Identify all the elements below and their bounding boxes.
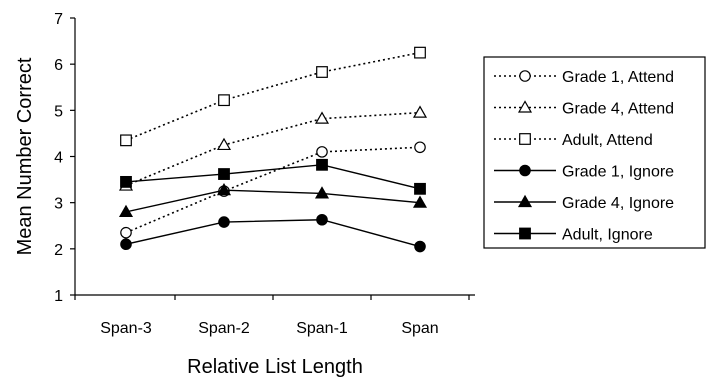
series-line bbox=[125, 189, 421, 213]
series-line bbox=[125, 146, 421, 234]
series-line bbox=[125, 51, 421, 142]
data-point bbox=[314, 186, 330, 199]
data-point bbox=[118, 204, 134, 217]
legend-box bbox=[483, 56, 706, 249]
x-tick-label: Span bbox=[401, 320, 438, 337]
series-line bbox=[125, 111, 421, 187]
data-point bbox=[218, 94, 230, 107]
y-tick-label: 4 bbox=[54, 150, 63, 167]
x-tick-label: Span-2 bbox=[198, 320, 250, 337]
legend-marker bbox=[519, 164, 531, 177]
data-point bbox=[414, 46, 426, 59]
legend: Grade 1, Attend Grade 4, Attend Adult, Att… bbox=[483, 56, 706, 249]
legend-label: Adult, Attend bbox=[562, 132, 653, 149]
x-axis-title: Relative List Length bbox=[187, 356, 363, 378]
data-point bbox=[414, 240, 426, 253]
legend-marker bbox=[517, 194, 533, 208]
series-grade-1-attend bbox=[120, 141, 426, 239]
data-point bbox=[412, 195, 428, 208]
data-point bbox=[120, 175, 132, 188]
data-point bbox=[218, 216, 230, 228]
series-grade-4-ignore bbox=[118, 182, 428, 217]
legend-item: Adult, Attend bbox=[494, 132, 653, 149]
data-point bbox=[412, 105, 428, 118]
x-tick-label: Span-3 bbox=[100, 320, 152, 337]
legend-marker bbox=[519, 133, 531, 145]
data-point bbox=[216, 137, 232, 151]
legend-label: Grade 4, Attend bbox=[562, 101, 674, 118]
x-tick-label: Span-1 bbox=[296, 320, 348, 337]
legend-item: Grade 1, Ignore bbox=[494, 164, 674, 181]
y-tick-label: 5 bbox=[54, 103, 63, 120]
legend-marker bbox=[519, 70, 531, 82]
data-point bbox=[120, 134, 132, 147]
legend-label: Grade 1, Ignore bbox=[562, 164, 674, 181]
legend-marker bbox=[517, 100, 533, 113]
series-adult-attend bbox=[120, 46, 426, 147]
data-point bbox=[414, 182, 426, 195]
data-point bbox=[120, 226, 132, 239]
legend-item: Grade 1, Attend bbox=[494, 69, 674, 86]
data-point bbox=[120, 238, 132, 251]
data-point bbox=[316, 158, 328, 171]
y-tick-label: 3 bbox=[54, 196, 63, 213]
legend-item: Adult, Ignore bbox=[494, 227, 653, 244]
series-line bbox=[125, 219, 421, 248]
y-tick-label: 1 bbox=[54, 288, 63, 305]
data-point bbox=[316, 146, 328, 158]
y-axis-title: Mean Number Correct bbox=[14, 57, 36, 255]
data-point bbox=[316, 66, 328, 78]
legend-marker bbox=[519, 227, 531, 240]
plot-area bbox=[118, 46, 428, 253]
data-point bbox=[414, 141, 426, 154]
legend-item: Grade 4, Attend bbox=[494, 100, 674, 118]
y-tick-label: 7 bbox=[54, 11, 63, 28]
series-grade-1-ignore bbox=[120, 213, 426, 253]
data-point bbox=[314, 111, 330, 124]
legend-label: Grade 4, Ignore bbox=[562, 195, 674, 212]
legend-label: Adult, Ignore bbox=[562, 227, 653, 244]
data-point bbox=[316, 213, 328, 226]
y-tick-label: 2 bbox=[54, 242, 63, 259]
data-point bbox=[218, 168, 230, 180]
legend-item: Grade 4, Ignore bbox=[494, 194, 674, 212]
data-point bbox=[216, 182, 232, 196]
series-adult-ignore bbox=[120, 158, 426, 195]
axes: 1 2 3 4 5 6 7 Span-3 Span-2 Span-1 Span bbox=[54, 11, 475, 337]
y-tick-label: 6 bbox=[54, 57, 63, 74]
series-line bbox=[125, 164, 421, 190]
legend-label: Grade 1, Attend bbox=[562, 69, 674, 86]
